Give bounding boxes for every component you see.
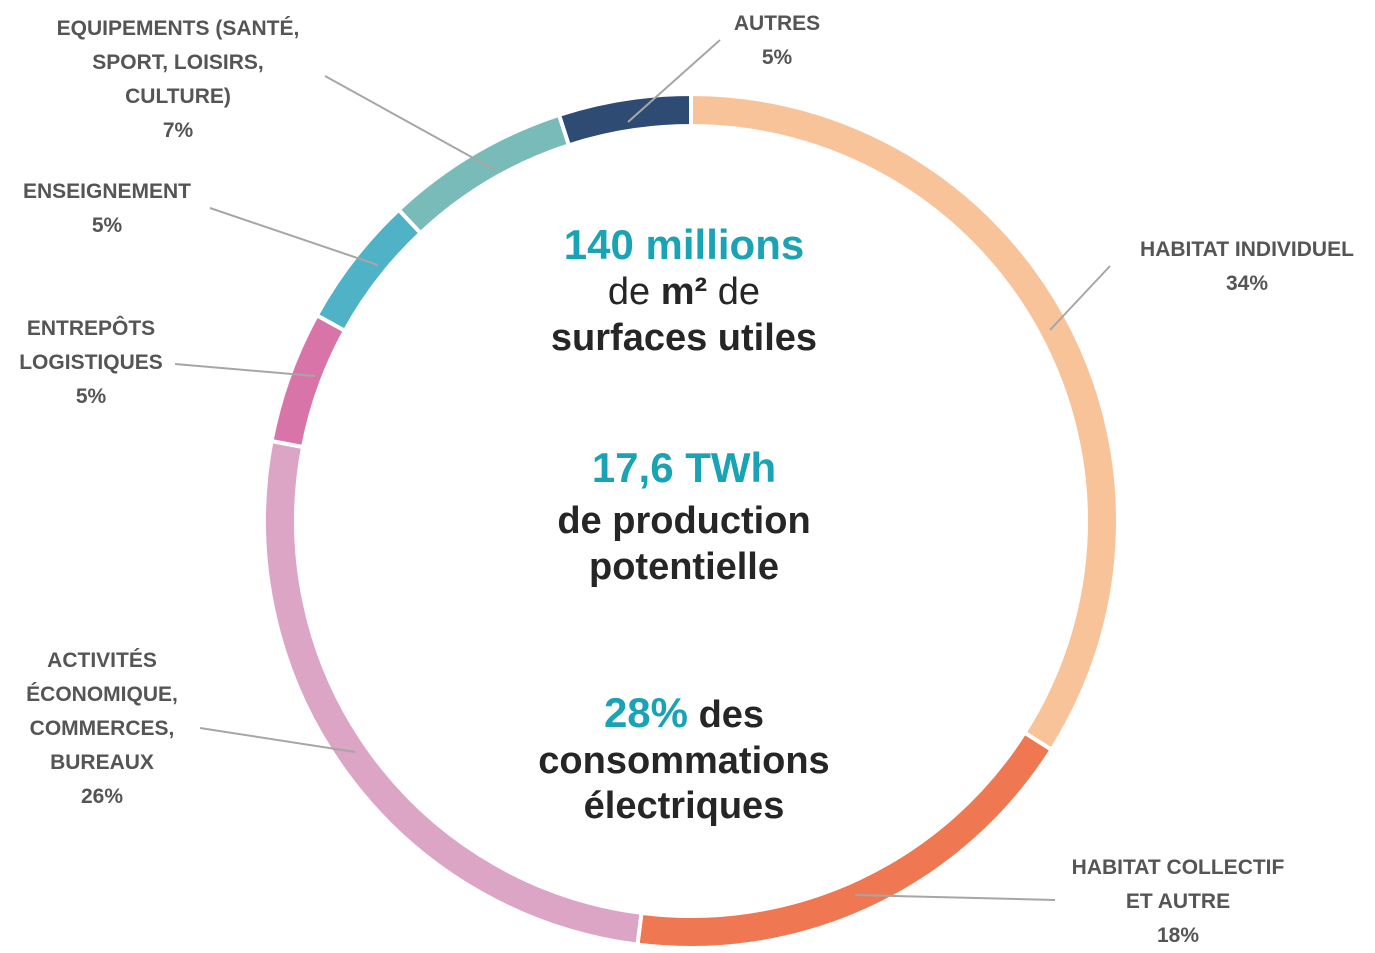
slice-label-1: HABITAT COLLECTIF ET AUTRE 18% — [1072, 856, 1285, 947]
center-block-production: 17,6 TWh de production potentielle — [484, 443, 884, 591]
slice-value-0: 34% — [1226, 272, 1268, 295]
slice-4 — [314, 206, 424, 334]
slice-label-line-5-0: EQUIPEMENTS (SANTÉ, — [57, 17, 300, 40]
slice-value-5: 7% — [163, 119, 194, 142]
consommations-line3: électriques — [583, 785, 785, 828]
slice-label-2: ACTIVITÉS ÉCONOMIQUE, COMMERCES, BUREAUX 26% — [26, 649, 178, 808]
slice-0 — [689, 91, 1121, 753]
leader-lines — [174, 39, 1111, 901]
slice-3 — [269, 312, 348, 450]
leader-line-5 — [324, 75, 496, 171]
slice-label-line-5-1: SPORT, LOISIRS, — [92, 51, 264, 74]
slice-label-line-2-3: BUREAUX — [50, 751, 154, 774]
slice-value-2: 26% — [81, 785, 123, 808]
leader-line-3 — [174, 363, 316, 377]
leader-line-0 — [1049, 265, 1111, 331]
slice-label-0: HABITAT INDIVIDUEL 34% — [1140, 238, 1354, 295]
leader-line-2 — [199, 727, 356, 753]
consommations-value: 28% — [603, 689, 688, 736]
slice-label-line-3-1: LOGISTIQUES — [19, 351, 163, 374]
consommations-rest: des — [698, 694, 765, 736]
slice-label-3: ENTREPÔTS LOGISTIQUES 5% — [19, 316, 163, 408]
center-block-consommations: 28% des consommations électriques — [484, 688, 884, 830]
slice-6 — [556, 91, 693, 148]
center-block-surfaces: 140 millions de m² de surfaces utiles — [484, 220, 884, 362]
slice-labels: HABITAT INDIVIDUEL 34% HABITAT COLLECTIF ET… — [19, 12, 1354, 947]
consommations-line2: consommations — [538, 739, 830, 782]
production-line3: potentielle — [588, 545, 780, 588]
slice-label-line-2-2: COMMERCES, — [30, 717, 175, 740]
surfaces-line3: surfaces utiles — [550, 316, 818, 359]
donut-slices — [262, 91, 1121, 950]
slice-label-line-3-0: ENTREPÔTS — [27, 316, 155, 340]
slice-label-line-0-0: HABITAT INDIVIDUEL — [1140, 238, 1354, 261]
slice-label-line-4-0: ENSEIGNEMENT — [23, 180, 191, 203]
slice-label-line-1-0: HABITAT COLLECTIF — [1072, 856, 1285, 879]
slice-label-4: ENSEIGNEMENT 5% — [23, 180, 191, 237]
slice-label-line-5-2: CULTURE) — [125, 85, 231, 108]
slice-value-3: 5% — [76, 385, 107, 408]
leader-line-4 — [209, 207, 379, 266]
surfaces-value: 140 millions — [563, 221, 805, 268]
slice-label-line-2-1: ÉCONOMIQUE, — [26, 683, 178, 706]
surfaces-post: de — [717, 271, 761, 314]
slice-label-5: EQUIPEMENTS (SANTÉ, SPORT, LOISIRS, CULTUR… — [57, 17, 300, 142]
surfaces-pre: de — [607, 271, 651, 314]
surfaces-unit: m² — [660, 271, 708, 314]
slice-5 — [395, 112, 572, 236]
slice-label-6: AUTRES 5% — [734, 12, 820, 69]
slice-value-6: 5% — [762, 46, 793, 69]
slice-value-1: 18% — [1157, 924, 1199, 947]
slice-label-line-1-1: ET AUTRE — [1126, 890, 1230, 913]
production-value: 17,6 TWh — [591, 444, 777, 491]
production-line2: de production — [557, 500, 811, 543]
leader-line-6 — [627, 39, 721, 123]
leader-line-1 — [854, 894, 1056, 901]
slice-label-line-6-0: AUTRES — [734, 12, 820, 35]
slice-value-4: 5% — [92, 214, 123, 237]
slice-label-line-2-0: ACTIVITÉS — [47, 649, 157, 672]
